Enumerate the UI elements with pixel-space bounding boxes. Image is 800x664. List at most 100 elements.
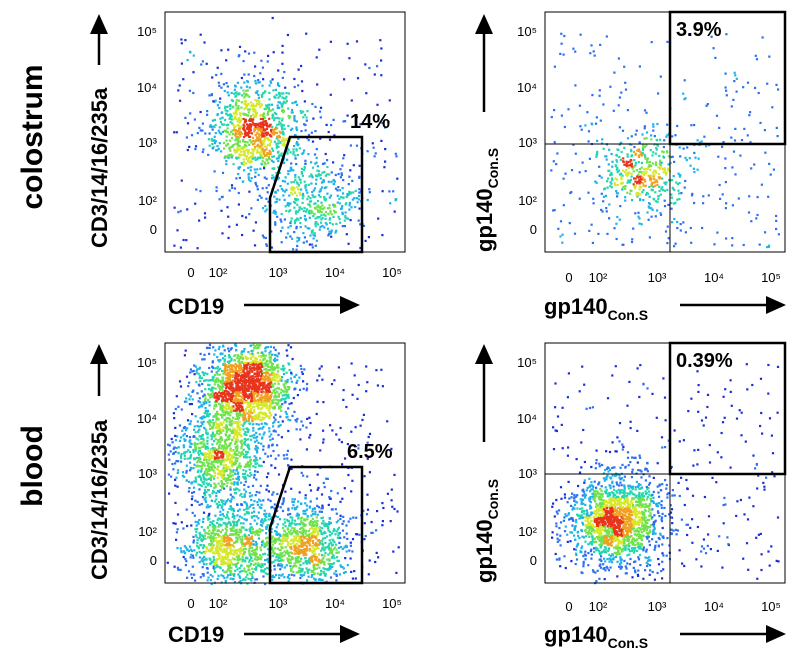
event-dot bbox=[262, 122, 265, 125]
event-dot bbox=[652, 151, 655, 154]
event-dot bbox=[661, 186, 664, 189]
event-dot bbox=[276, 123, 279, 126]
event-dot bbox=[754, 86, 757, 89]
event-dot bbox=[333, 211, 336, 214]
event-dot bbox=[346, 193, 349, 196]
event-dot bbox=[248, 394, 251, 397]
event-dot bbox=[396, 177, 399, 180]
event-dot bbox=[211, 446, 214, 450]
event-dot bbox=[376, 103, 379, 106]
event-dot bbox=[609, 181, 612, 184]
event-dot bbox=[248, 143, 251, 146]
event-dot bbox=[214, 426, 217, 430]
event-dot bbox=[613, 227, 616, 230]
event-dot bbox=[357, 219, 360, 222]
event-dot bbox=[243, 412, 246, 415]
event-dot bbox=[182, 434, 185, 437]
event-dot bbox=[257, 407, 260, 410]
event-dot bbox=[241, 384, 244, 387]
event-dot bbox=[213, 379, 216, 382]
event-dot bbox=[176, 435, 179, 438]
event-dot bbox=[218, 471, 221, 474]
event-dot bbox=[348, 204, 351, 207]
event-dot bbox=[208, 366, 211, 370]
event-dot bbox=[267, 200, 270, 203]
event-dot bbox=[184, 39, 187, 42]
event-dot bbox=[702, 202, 705, 205]
event-dot bbox=[254, 125, 257, 128]
event-dot bbox=[261, 406, 264, 409]
event-dot bbox=[239, 135, 242, 138]
event-dot bbox=[220, 475, 223, 478]
event-dot bbox=[632, 227, 635, 230]
event-dot bbox=[240, 371, 243, 374]
event-dot bbox=[281, 179, 284, 183]
event-dot bbox=[216, 356, 219, 359]
event-dot bbox=[721, 145, 724, 148]
event-dot bbox=[372, 146, 375, 149]
event-dot bbox=[251, 152, 255, 155]
event-dot bbox=[190, 498, 194, 501]
event-dot bbox=[274, 466, 277, 469]
event-dot bbox=[222, 472, 225, 475]
event-dot bbox=[306, 110, 309, 113]
event-dot bbox=[631, 199, 634, 202]
event-dot bbox=[239, 440, 242, 443]
event-dot bbox=[332, 161, 335, 164]
event-dot bbox=[194, 431, 197, 434]
event-dot bbox=[344, 120, 347, 123]
event-dot bbox=[314, 162, 317, 165]
event-dot bbox=[553, 65, 556, 68]
event-dot bbox=[332, 118, 335, 121]
event-dot bbox=[259, 145, 262, 148]
event-dot bbox=[310, 182, 313, 185]
event-dot bbox=[626, 155, 629, 158]
event-dot bbox=[251, 157, 255, 160]
event-dot bbox=[226, 142, 230, 145]
event-dot bbox=[211, 456, 214, 459]
event-dot bbox=[267, 157, 270, 160]
event-dot bbox=[211, 143, 214, 146]
event-dot bbox=[254, 171, 257, 174]
event-dot bbox=[297, 137, 300, 140]
event-dot bbox=[256, 344, 259, 347]
event-dot bbox=[248, 129, 251, 133]
event-dot bbox=[293, 410, 296, 413]
event-dot bbox=[275, 395, 278, 398]
event-dot bbox=[232, 469, 235, 472]
event-dot bbox=[235, 384, 238, 387]
event-dot bbox=[183, 400, 187, 403]
event-dot bbox=[287, 204, 290, 207]
event-dot bbox=[235, 438, 238, 441]
event-dot bbox=[270, 129, 273, 132]
event-dot bbox=[238, 536, 241, 539]
event-dot bbox=[177, 405, 180, 408]
event-dot bbox=[271, 353, 274, 356]
event-dot bbox=[191, 398, 194, 401]
event-dot bbox=[239, 120, 242, 123]
event-dot bbox=[232, 477, 235, 481]
event-dot bbox=[220, 423, 223, 426]
event-dot bbox=[270, 159, 274, 162]
event-dot bbox=[621, 174, 624, 177]
event-dot bbox=[630, 143, 633, 146]
event-dot bbox=[248, 161, 251, 164]
event-dot bbox=[185, 464, 188, 467]
event-dot bbox=[286, 147, 289, 150]
event-dot bbox=[188, 480, 191, 483]
event-dot bbox=[644, 172, 647, 175]
event-dot bbox=[267, 138, 270, 142]
event-dot bbox=[185, 560, 188, 563]
event-dot bbox=[200, 403, 203, 407]
event-dot bbox=[251, 416, 254, 419]
event-dot bbox=[615, 159, 618, 162]
event-dot bbox=[244, 409, 247, 412]
event-dot bbox=[230, 389, 233, 392]
event-dot bbox=[219, 455, 222, 458]
event-dot bbox=[243, 398, 246, 401]
event-dot bbox=[341, 225, 344, 228]
event-dot bbox=[328, 196, 331, 199]
event-dot bbox=[243, 102, 246, 105]
event-dot bbox=[237, 367, 241, 370]
event-dot bbox=[256, 446, 259, 449]
